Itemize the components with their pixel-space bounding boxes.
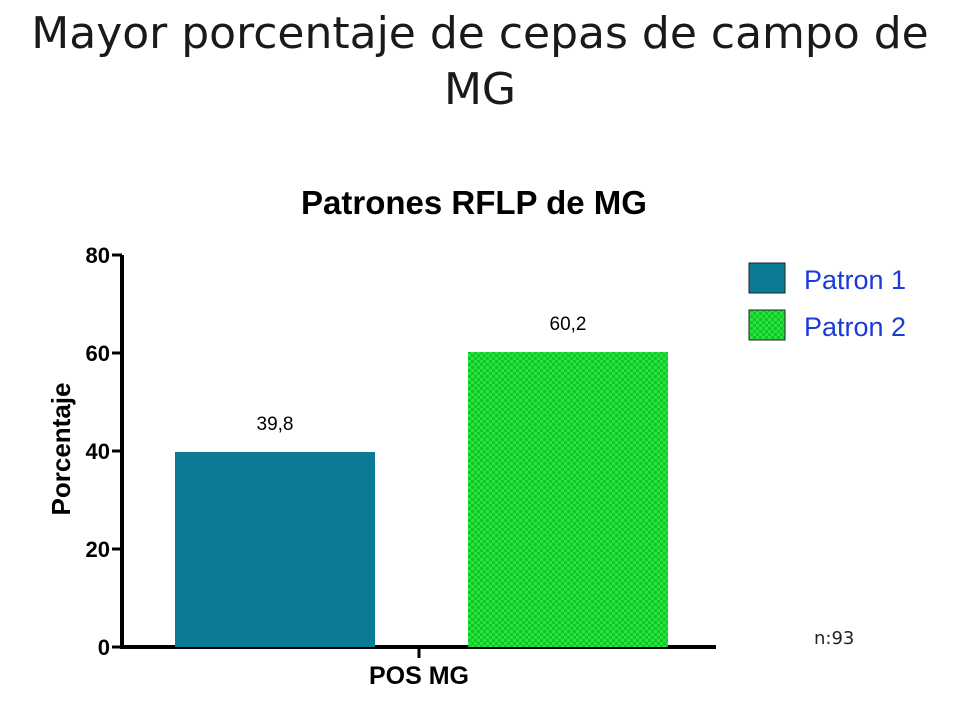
y-tick-label: 80 bbox=[86, 243, 110, 268]
sample-size-note: n:93 bbox=[814, 628, 855, 649]
chart-title: Patrones RFLP de MG bbox=[301, 184, 647, 221]
bar-patron-2 bbox=[468, 352, 668, 647]
y-tick-label: 20 bbox=[86, 537, 110, 562]
y-tick-label: 0 bbox=[98, 635, 110, 660]
bar-patron-1 bbox=[175, 451, 375, 647]
slide-title: Mayor porcentaje de cepas de campo de MG bbox=[31, 8, 929, 115]
legend-swatch bbox=[748, 262, 786, 294]
bars bbox=[175, 352, 668, 647]
legend-label: Patron 1 bbox=[804, 265, 906, 295]
x-tick-label: POS MG bbox=[369, 662, 469, 690]
y-axis-label: Porcentaje bbox=[46, 383, 76, 516]
data-labels: 39,8 60,2 bbox=[257, 314, 587, 435]
axes: 0 20 40 60 80 POS MG bbox=[86, 243, 716, 690]
data-label: 39,8 bbox=[257, 414, 294, 435]
data-label: 60,2 bbox=[550, 314, 587, 335]
y-tick-label: 60 bbox=[86, 341, 110, 366]
legend-label: Patron 2 bbox=[804, 312, 906, 342]
legend-swatch bbox=[748, 309, 786, 341]
y-tick-label: 40 bbox=[86, 439, 110, 464]
legend: Patron 1 Patron 2 bbox=[748, 262, 906, 342]
